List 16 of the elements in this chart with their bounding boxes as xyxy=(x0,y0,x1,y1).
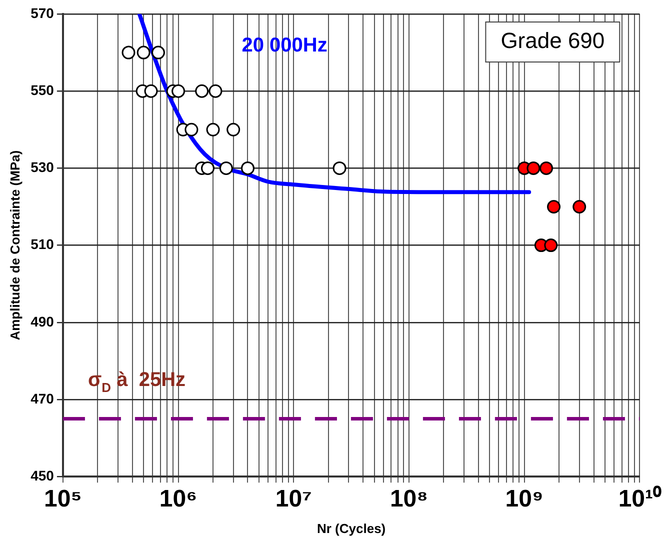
x-tick-label: 10⁶ xyxy=(159,486,198,513)
y-axis-title: Amplitude de Contrainte (MPa) xyxy=(7,150,22,340)
annotation: Grade 690 xyxy=(500,28,605,54)
x-tick-label: 10¹⁰ xyxy=(618,486,662,513)
y-tick-label: 570 xyxy=(30,4,54,21)
y-tick-label: 450 xyxy=(30,467,54,484)
x-tick-label: 10⁸ xyxy=(390,486,428,513)
x-tick-label: 10⁷ xyxy=(275,486,312,513)
y-tick-label: 490 xyxy=(30,313,54,330)
x-axis-title: Nr (Cycles) xyxy=(316,520,386,536)
y-tick-label: 530 xyxy=(30,159,54,176)
x-tick-label: 10⁵ xyxy=(44,486,82,513)
y-tick-label: 550 xyxy=(30,82,54,98)
y-tick-label: 470 xyxy=(30,390,54,406)
y-tick-label: 510 xyxy=(30,236,54,252)
x-tick-label: 10⁹ xyxy=(505,486,544,513)
